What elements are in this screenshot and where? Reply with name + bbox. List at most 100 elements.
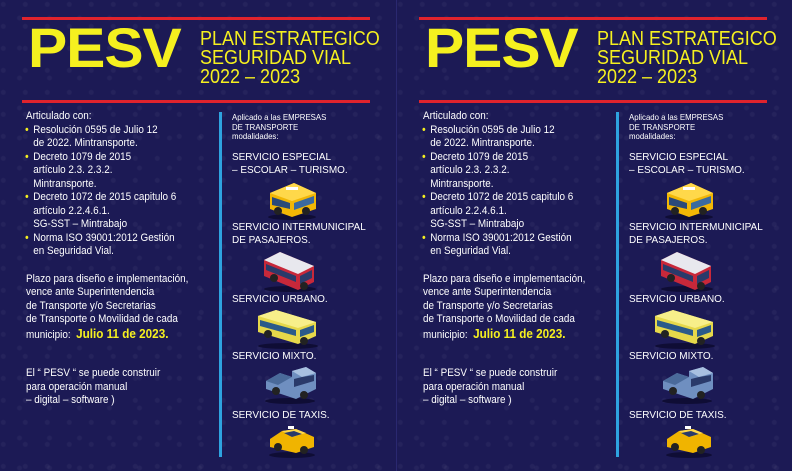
- deadline-line: Plazo para diseño e implementación,: [423, 272, 586, 285]
- deadline-text: Plazo para diseño e implementación, venc…: [26, 273, 202, 343]
- service-taxis: SERVICIO DE TAXIS.: [232, 409, 330, 422]
- list-item-line: artículo 2.3. 2.3.2.: [430, 164, 510, 176]
- deadline-line: de Transporte o Movilidad de cada: [26, 313, 178, 325]
- services-column: Aplicado a las EMPRESAS DE TRANSPORTE mo…: [629, 112, 791, 458]
- title-line: 2022 – 2023: [200, 66, 301, 88]
- aplicado-line: modalidades:: [629, 131, 676, 141]
- bottom-red-rule: [22, 100, 370, 103]
- title-line: PLAN ESTRATEGICO: [200, 28, 380, 50]
- pickup-truck-icon: [662, 367, 713, 404]
- taxi-icon: [269, 426, 315, 458]
- intercity-bus-icon: [661, 252, 713, 292]
- pesv-note-line: para operación manual: [26, 380, 128, 393]
- service-label: SERVICIO DE TAXIS.: [629, 409, 727, 421]
- school-van-icon: [268, 183, 316, 220]
- list-item: • Norma ISO 39001:2012 Gestión en Segurida…: [422, 231, 572, 258]
- service-label: – ESCOLAR – TURISMO.: [629, 164, 745, 176]
- service-taxis: SERVICIO DE TAXIS.: [629, 409, 727, 422]
- school-van-icon: [665, 183, 713, 220]
- service-label: DE PASAJEROS.: [629, 234, 708, 246]
- list-item-line: Resolución 0595 de Julio 12: [33, 123, 158, 136]
- pesv-note-line: El “ PESV “ se puede construir: [26, 367, 161, 379]
- top-red-rule: [22, 17, 370, 20]
- list-item-line: SG-SST – Mintrabajo: [430, 218, 525, 230]
- aplicado-line: modalidades:: [232, 131, 279, 141]
- title-line: 2022 – 2023: [597, 66, 698, 88]
- list-item: • Decreto 1079 de 2015 artículo 2.3. 2.3.2…: [422, 150, 529, 190]
- poster-panel: PESV PLAN ESTRATEGICO SEGURIDAD VIAL 202…: [396, 0, 792, 471]
- list-item-line: Resolución 0595 de Julio 12: [430, 123, 555, 136]
- list-item-line: Decreto 1079 de 2015: [430, 150, 529, 163]
- service-mixto: SERVICIO MIXTO.: [629, 350, 713, 363]
- column-divider: [616, 112, 619, 457]
- service-label: SERVICIO DE TAXIS.: [232, 409, 330, 421]
- pesv-note-line: para operación manual: [423, 380, 525, 393]
- aplicado-line: Aplicado a las EMPRESAS: [629, 112, 724, 122]
- regulations-column: Articulado con: • Resolución 0595 de Juli…: [422, 110, 599, 408]
- taxi-icon: [666, 426, 712, 458]
- service-label: SERVICIO URBANO.: [629, 293, 725, 305]
- bottom-red-rule: [419, 100, 767, 103]
- deadline-text: Plazo para diseño e implementación, venc…: [423, 273, 599, 343]
- list-item: • Decreto 1079 de 2015 artículo 2.3. 2.3.2…: [25, 150, 132, 190]
- service-intermunicipal: SERVICIO INTERMUNICIPAL DE PASAJEROS.: [629, 221, 763, 247]
- deadline-line: de Transporte y/o Secretarias: [423, 299, 553, 312]
- pesv-note-line: – digital – software ): [26, 394, 115, 406]
- list-item: • Decreto 1072 de 2015 capitulo 6 artículo…: [25, 191, 177, 230]
- list-item-line: en Seguridad Vial.: [430, 245, 511, 257]
- service-especial: SERVICIO ESPECIAL – ESCOLAR – TURISMO.: [232, 151, 348, 177]
- list-item-line: en Seguridad Vial.: [33, 245, 114, 257]
- aplicado-heading: Aplicado a las EMPRESAS DE TRANSPORTE mo…: [232, 112, 381, 142]
- deadline-date: Julio 11 de 2023.: [76, 325, 169, 341]
- service-label: DE PASAJEROS.: [232, 234, 311, 246]
- aplicado-heading: Aplicado a las EMPRESAS DE TRANSPORTE mo…: [629, 112, 778, 142]
- list-item: • Resolución 0595 de Julio 12 de 2022. Min…: [422, 123, 555, 150]
- service-mixto: SERVICIO MIXTO.: [232, 350, 316, 363]
- list-item-line: SG-SST – Mintrabajo: [33, 218, 128, 230]
- list-item-line: Decreto 1072 de 2015 capitulo 6: [430, 191, 574, 203]
- poster-title: PLAN ESTRATEGICO SEGURIDAD VIAL 2022 – 2…: [200, 28, 380, 88]
- aplicado-line: DE TRANSPORTE: [232, 121, 299, 132]
- title-line: PLAN ESTRATEGICO: [597, 28, 777, 50]
- pesv-note-line: – digital – software ): [423, 394, 512, 406]
- service-label: SERVICIO MIXTO.: [629, 350, 714, 362]
- list-item-line: Mintransporte.: [33, 177, 97, 190]
- title-line: SEGURIDAD VIAL: [200, 47, 352, 69]
- deadline-line: de Transporte o Movilidad de cada: [423, 313, 575, 325]
- service-label: SERVICIO ESPECIAL: [232, 151, 332, 163]
- column-divider: [219, 112, 222, 457]
- list-item: • Decreto 1072 de 2015 capitulo 6 artículo…: [422, 191, 574, 230]
- deadline-line: municipio:: [423, 328, 468, 341]
- deadline-line: de Transporte y/o Secretarias: [26, 299, 156, 312]
- poster-panel: PESV PLAN ESTRATEGICO SEGURIDAD VIAL 202…: [0, 0, 396, 471]
- list-item-line: de 2022. Mintransporte.: [33, 137, 138, 149]
- deadline-line: municipio:: [26, 328, 71, 341]
- regulations-list: • Resolución 0595 de Julio 12 de 2022. Min…: [422, 123, 599, 259]
- list-item-line: Decreto 1072 de 2015 capitulo 6: [33, 191, 177, 203]
- service-label: SERVICIO INTERMUNICIPAL: [629, 221, 763, 233]
- regulations-list: • Resolución 0595 de Julio 12 de 2022. Min…: [25, 123, 202, 259]
- regulations-column: Articulado con: • Resolución 0595 de Juli…: [25, 110, 202, 408]
- aplicado-line: DE TRANSPORTE: [629, 121, 696, 132]
- service-urbano: SERVICIO URBANO.: [232, 293, 328, 306]
- service-label: – ESCOLAR – TURISMO.: [232, 164, 348, 176]
- deadline-line: vence ante Superintendencia: [26, 286, 155, 298]
- deadline-line: vence ante Superintendencia: [423, 286, 552, 298]
- service-label: SERVICIO ESPECIAL: [629, 151, 729, 163]
- service-label: SERVICIO URBANO.: [232, 293, 328, 305]
- service-label: SERVICIO INTERMUNICIPAL: [232, 221, 366, 233]
- articulado-heading: Articulado con:: [26, 110, 92, 122]
- intercity-bus-icon: [264, 252, 316, 292]
- list-item-line: Norma ISO 39001:2012 Gestión: [33, 231, 175, 244]
- list-item-line: artículo 2.2.4.6.1.: [33, 204, 110, 217]
- top-red-rule: [419, 17, 767, 20]
- list-item-line: de 2022. Mintransporte.: [430, 137, 535, 149]
- deadline-line: Plazo para diseño e implementación,: [26, 272, 189, 285]
- service-intermunicipal: SERVICIO INTERMUNICIPAL DE PASAJEROS.: [232, 221, 366, 247]
- deadline-date: Julio 11 de 2023.: [473, 325, 566, 341]
- articulado-heading: Articulado con:: [423, 110, 489, 122]
- list-item: • Norma ISO 39001:2012 Gestión en Segurida…: [25, 231, 175, 258]
- list-item-line: artículo 2.3. 2.3.2.: [33, 164, 113, 176]
- service-label: SERVICIO MIXTO.: [232, 350, 317, 362]
